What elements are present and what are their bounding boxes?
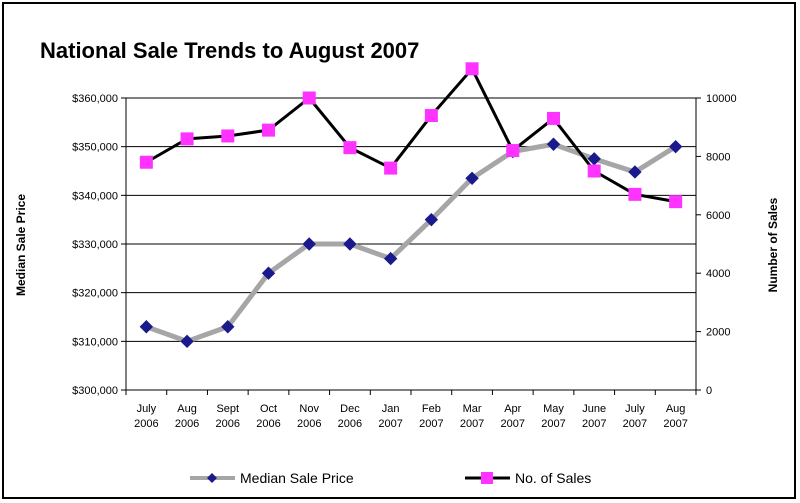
grid-lines xyxy=(126,97,696,342)
price-point xyxy=(221,320,235,334)
sales-point xyxy=(669,195,683,209)
chart-title: National Sale Trends to August 2007 xyxy=(40,38,419,63)
left-axis-label: Median Sale Price xyxy=(14,194,28,296)
sales-point xyxy=(424,109,438,123)
right-tick-label: 6000 xyxy=(706,210,730,222)
right-tick-label: 8000 xyxy=(706,151,730,163)
legend-swatch-marker xyxy=(207,473,217,483)
legend-label: No. of Sales xyxy=(515,470,591,486)
price-point xyxy=(587,152,601,166)
series-markers xyxy=(139,62,683,349)
left-tick-label: $300,000 xyxy=(72,385,118,397)
x-tick-label: Apr 2007 xyxy=(501,403,525,430)
x-tick-label: Aug 2007 xyxy=(663,403,687,430)
legend-label: Median Sale Price xyxy=(240,470,354,486)
left-tick-label: $330,000 xyxy=(72,239,118,251)
series-line-2 xyxy=(145,67,676,204)
left-axis-ticks: $300,000 $310,000 $320,000 $330,000 $340,000… xyxy=(72,93,126,397)
sales-point xyxy=(180,132,194,146)
x-tick-label: Oct 2006 xyxy=(256,403,280,430)
x-tick-label: Dec 2006 xyxy=(338,403,362,430)
left-tick-label: $310,000 xyxy=(72,336,118,348)
legend: Median Sale Price No. of Sales xyxy=(190,470,591,486)
x-tick-label: Mar 2007 xyxy=(460,403,484,430)
sales-point xyxy=(547,111,560,125)
price-point xyxy=(261,266,276,280)
x-tick-label: May 2007 xyxy=(541,403,565,430)
price-point xyxy=(424,212,439,227)
series-line-1 xyxy=(145,141,677,344)
left-tick-label: $350,000 xyxy=(72,142,118,154)
price-point xyxy=(343,237,357,251)
x-axis-ticks: July 2006 Aug 2006 Sept 2006 Oct 2006 Nov 2006 Dec… xyxy=(125,390,697,430)
sales-point xyxy=(384,161,398,175)
sales-point xyxy=(221,129,235,143)
price-point xyxy=(668,139,683,154)
left-tick-label: $360,000 xyxy=(72,93,118,105)
left-tick-label: $320,000 xyxy=(72,288,118,300)
price-point xyxy=(180,334,194,349)
sales-point xyxy=(302,91,316,105)
sales-point xyxy=(262,123,275,137)
x-tick-label: Sept 2006 xyxy=(216,403,240,430)
x-tick-label: Jan 2007 xyxy=(378,403,402,430)
price-point xyxy=(383,251,398,266)
sales-point xyxy=(587,164,601,178)
x-tick-label: Aug 2006 xyxy=(175,403,199,430)
price-point xyxy=(139,320,154,334)
legend-swatch-marker xyxy=(481,472,493,484)
right-axis-label: Number of Sales xyxy=(766,197,780,292)
right-tick-label: 10000 xyxy=(706,93,737,105)
price-point xyxy=(465,171,479,186)
right-tick-label: 2000 xyxy=(706,327,730,339)
sales-point xyxy=(343,141,357,155)
right-tick-label: 4000 xyxy=(706,268,730,280)
x-tick-label: Feb 2007 xyxy=(419,403,443,430)
right-axis-ticks: 0 2000 4000 6000 8000 10000 xyxy=(696,93,737,397)
sales-point xyxy=(506,144,520,158)
sales-point xyxy=(628,187,642,201)
sales-point xyxy=(465,62,479,76)
price-point xyxy=(628,165,642,179)
right-tick-label: 0 xyxy=(706,385,712,397)
x-tick-label: July 2006 xyxy=(134,403,158,430)
series-lines xyxy=(145,67,677,344)
x-tick-label: July 2007 xyxy=(623,403,647,430)
x-tick-label: June 2007 xyxy=(582,403,606,430)
price-point xyxy=(302,237,316,251)
price-point xyxy=(546,137,561,151)
sales-point xyxy=(139,155,153,169)
left-tick-label: $340,000 xyxy=(72,190,118,202)
x-tick-label: Nov 2006 xyxy=(297,403,321,430)
